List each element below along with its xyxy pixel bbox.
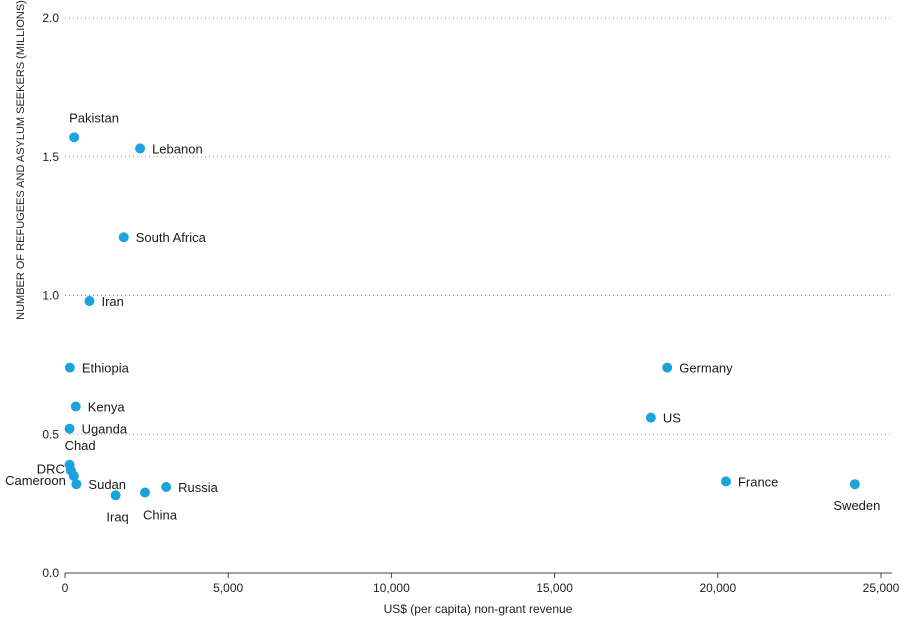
point-pakistan	[69, 132, 80, 143]
x-tick-label: 0	[62, 581, 69, 595]
y-axis-title: NUMBER OF REFUGEES AND ASYLUM SEEKERS (M…	[15, 0, 27, 320]
point-label-germany: Germany	[679, 361, 733, 376]
x-tick-label: 5,000	[213, 581, 243, 595]
point-label-kenya: Kenya	[88, 400, 126, 415]
point-label-pakistan: Pakistan	[69, 110, 119, 125]
point-iran	[84, 296, 95, 307]
point-label-south-africa: South Africa	[136, 230, 207, 245]
point-ethiopia	[64, 362, 75, 373]
point-label-cameroon: Cameroon	[5, 473, 66, 488]
point-label-lebanon: Lebanon	[152, 141, 203, 156]
data-points	[64, 132, 860, 501]
point-label-iraq: Iraq	[106, 509, 128, 524]
x-axis-ticks: 0 5,000 10,000 15,000 20,000 25,000	[62, 573, 900, 595]
point-sweden	[849, 479, 860, 490]
point-labels: Pakistan Lebanon South Africa Iran Ethiopia K…	[5, 110, 880, 524]
x-tick-label: 10,000	[373, 581, 410, 595]
y-tick-label: 2.0	[42, 11, 59, 25]
point-label-uganda: Uganda	[82, 422, 128, 437]
point-china	[139, 487, 150, 498]
point-label-france: France	[738, 474, 778, 489]
point-france	[720, 476, 731, 487]
point-label-china: China	[143, 508, 178, 523]
x-axis-title: US$ (per capita) non-grant revenue	[384, 602, 573, 616]
point-russia	[161, 481, 172, 492]
y-tick-label: 1.0	[42, 289, 59, 303]
point-label-russia: Russia	[178, 480, 219, 495]
point-germany	[662, 362, 673, 373]
point-south-africa	[118, 232, 129, 243]
point-label-chad: Chad	[65, 438, 96, 453]
point-label-drc: DRC	[37, 461, 65, 476]
point-label-iran: Iran	[101, 294, 123, 309]
y-axis-ticks: 0.0 0.5 1.0 1.5 2.0	[42, 11, 59, 580]
point-label-sweden: Sweden	[833, 498, 880, 513]
point-label-sudan: Sudan	[88, 477, 126, 492]
x-tick-label: 20,000	[699, 581, 736, 595]
point-label-ethiopia: Ethiopia	[82, 361, 130, 376]
point-cameroon	[68, 470, 79, 481]
x-tick-label: 25,000	[863, 581, 900, 595]
point-us	[645, 412, 656, 423]
point-lebanon	[135, 143, 146, 154]
point-uganda	[64, 423, 75, 434]
point-sudan	[71, 479, 82, 490]
point-iraq	[110, 490, 121, 501]
y-tick-label: 0.0	[42, 566, 59, 580]
y-tick-label: 0.5	[42, 427, 59, 441]
gridlines	[65, 17, 892, 435]
y-tick-label: 1.5	[42, 150, 59, 164]
x-tick-label: 15,000	[536, 581, 573, 595]
point-kenya	[70, 401, 81, 412]
point-label-us: US	[663, 411, 681, 426]
